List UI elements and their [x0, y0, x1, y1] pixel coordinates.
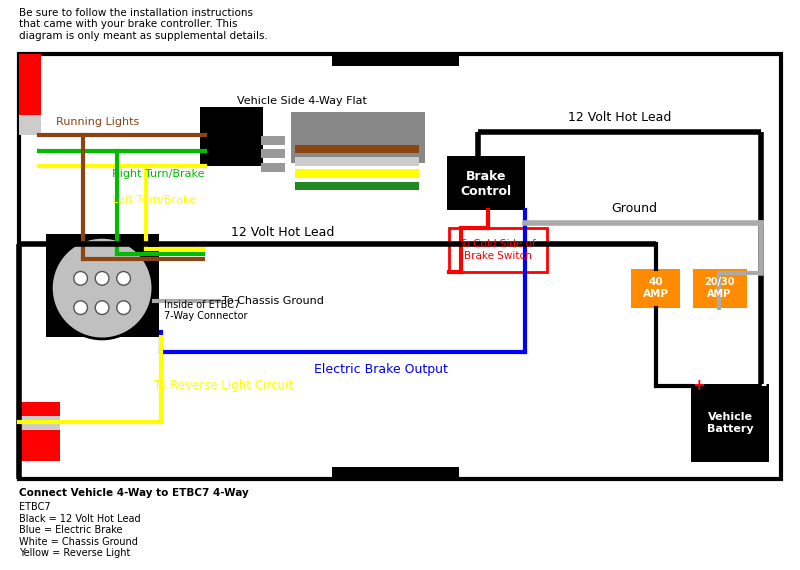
Text: Ground: Ground: [611, 202, 658, 214]
Text: Running Lights: Running Lights: [55, 117, 139, 127]
Bar: [295, 169, 418, 178]
Text: Left Turn/Brake: Left Turn/Brake: [112, 195, 196, 205]
Circle shape: [117, 301, 130, 315]
Circle shape: [51, 237, 153, 339]
Text: Vehicle Side 4-Way Flat: Vehicle Side 4-Way Flat: [238, 96, 367, 105]
Text: To Reverse Light Circuit: To Reverse Light Circuit: [154, 379, 293, 392]
Text: -: -: [760, 377, 766, 392]
Text: Be sure to follow the installation instructions
that came with your brake contro: Be sure to follow the installation instr…: [19, 8, 268, 41]
Text: To Cold Side of
Brake Switch: To Cold Side of Brake Switch: [459, 239, 536, 261]
Bar: [46, 234, 158, 337]
Text: Electric Brake Output: Electric Brake Output: [314, 363, 447, 376]
Text: Brake
Control: Brake Control: [460, 170, 511, 198]
Bar: [295, 157, 418, 166]
Bar: [200, 107, 263, 166]
Text: Inside of ETBC7
7-Way Connector: Inside of ETBC7 7-Way Connector: [164, 300, 247, 321]
Text: Connect Vehicle 4-Way to ETBC7 4-Way: Connect Vehicle 4-Way to ETBC7 4-Way: [19, 488, 249, 498]
Bar: [332, 54, 458, 67]
Circle shape: [117, 271, 130, 285]
Bar: [631, 268, 680, 308]
Bar: [295, 145, 418, 153]
Text: Vehicle
Battery: Vehicle Battery: [707, 412, 754, 434]
Circle shape: [74, 301, 87, 315]
Circle shape: [74, 271, 87, 285]
Bar: [19, 115, 41, 135]
Bar: [447, 156, 525, 210]
Bar: [262, 149, 285, 158]
Text: 40
AMP: 40 AMP: [643, 278, 669, 299]
Bar: [295, 182, 418, 190]
Circle shape: [95, 271, 109, 285]
Circle shape: [95, 301, 109, 315]
Bar: [449, 227, 546, 271]
Bar: [19, 54, 41, 117]
Bar: [19, 402, 60, 461]
Bar: [693, 268, 746, 308]
Bar: [262, 163, 285, 172]
Text: 20/30
AMP: 20/30 AMP: [704, 278, 734, 299]
Text: 12 Volt Hot Lead: 12 Volt Hot Lead: [568, 111, 671, 124]
Text: To Chassis Ground: To Chassis Ground: [222, 296, 324, 306]
Text: Right Turn/Brake: Right Turn/Brake: [112, 169, 204, 179]
Bar: [290, 112, 426, 163]
Text: ETBC7
Black = 12 Volt Hot Lead
Blue = Electric Brake
White = Chassis Ground
Yell: ETBC7 Black = 12 Volt Hot Lead Blue = El…: [19, 502, 141, 559]
Text: +: +: [693, 378, 706, 393]
Bar: [19, 54, 781, 479]
Bar: [262, 136, 285, 145]
Bar: [332, 467, 458, 479]
Bar: [691, 384, 769, 462]
Bar: [19, 416, 60, 430]
Text: 12 Volt Hot Lead: 12 Volt Hot Lead: [231, 226, 334, 239]
